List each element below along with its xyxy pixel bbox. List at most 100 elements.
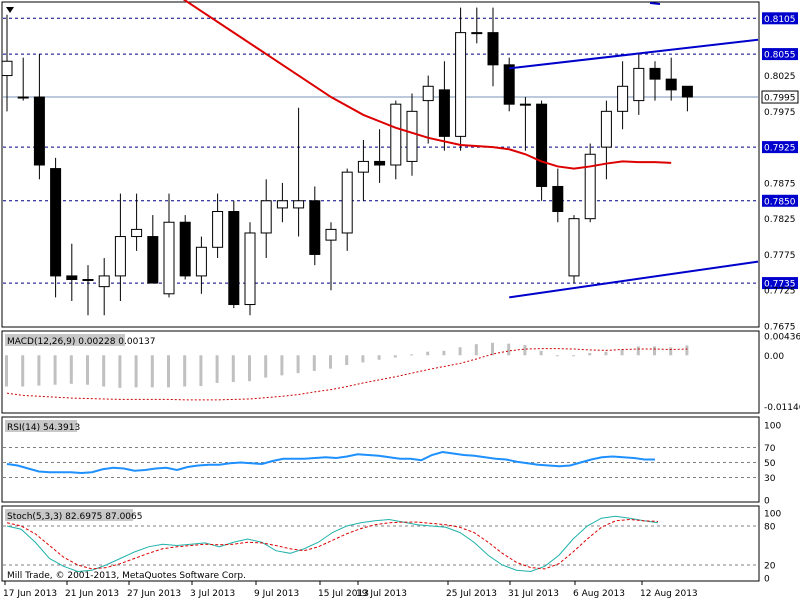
macd-histogram-bar xyxy=(507,343,511,356)
candle-bullish xyxy=(406,110,418,162)
candle-bullish xyxy=(341,171,353,234)
macd-histogram-bar xyxy=(653,346,656,356)
macd-histogram-bar xyxy=(102,355,106,387)
rsi-axis-label: 30 xyxy=(764,474,776,484)
trendline-1 xyxy=(509,260,759,299)
x-axis-label: 21 Jun 2013 xyxy=(65,589,119,599)
candle-bearish xyxy=(552,185,564,213)
macd-histogram-bar xyxy=(604,351,608,356)
price-axis-label: 0.7995 xyxy=(764,94,796,104)
price-axis-label: 0.7975 xyxy=(764,108,796,118)
macd-signal-line xyxy=(6,348,688,401)
macd-histogram-bar xyxy=(361,355,365,363)
candle-bearish xyxy=(33,96,45,166)
candle-bullish xyxy=(422,85,434,102)
macd-histogram-bar xyxy=(21,355,25,387)
candle-bullish xyxy=(471,32,483,35)
price-axis-label: 0.7725 xyxy=(764,287,796,297)
macd-histogram-bar xyxy=(345,355,349,366)
x-axis-label: 25 Jul 2013 xyxy=(446,589,497,599)
x-axis-label: 19 Jul 2013 xyxy=(356,589,407,599)
macd-histogram-bar xyxy=(118,355,122,388)
macd-histogram-bar xyxy=(37,355,41,386)
macd-histogram-bar xyxy=(555,355,559,357)
trendline-fragment xyxy=(649,2,661,5)
rsi-line xyxy=(6,450,655,475)
candle-bearish xyxy=(66,275,78,280)
price-axis-label: 0.8025 xyxy=(764,72,796,82)
x-axis-label: 15 Jul 2013 xyxy=(318,589,369,599)
macd-histogram-bar xyxy=(248,355,251,382)
candle-bearish xyxy=(309,200,321,255)
rsi-axis-label: 50 xyxy=(764,459,776,469)
macd-histogram-bar xyxy=(393,355,397,358)
stoch-label: Stoch(5,3,3) 82.6975 87.0065 xyxy=(5,509,142,522)
macd-histogram-bar xyxy=(588,353,592,356)
macd-histogram-bar xyxy=(620,349,624,356)
macd-histogram-bar xyxy=(231,355,235,383)
macd-histogram-bar xyxy=(410,354,413,356)
candle-bullish xyxy=(325,228,337,241)
macd-histogram-bar xyxy=(5,355,8,387)
moving-average-line xyxy=(182,0,672,170)
rsi-axis-label: 70 xyxy=(764,444,776,454)
candle-bullish xyxy=(17,96,29,99)
candle-bearish xyxy=(374,160,386,166)
macd-histogram-bar xyxy=(183,355,187,387)
candle-bullish xyxy=(568,218,580,277)
macd-histogram-bar xyxy=(458,347,462,356)
macd-histogram-bar xyxy=(134,355,138,388)
rsi-label: RSI(14) 54.3913 xyxy=(5,420,80,433)
candle-bearish xyxy=(147,236,159,284)
stoch-axis-label: 0 xyxy=(764,575,770,585)
copyright-text: Mill Trade, © 2001-2013, MetaQuotes Soft… xyxy=(7,571,246,581)
candle-bullish xyxy=(260,200,272,234)
price-axis-label: 0.7925 xyxy=(764,144,796,154)
macd-histogram-bar xyxy=(264,355,268,378)
candle-bullish xyxy=(114,236,126,277)
price-axis-label: 0.8105 xyxy=(764,15,796,25)
x-axis-label: 27 Jun 2013 xyxy=(127,589,181,599)
macd-histogram-bar xyxy=(377,355,381,360)
macd-histogram-bar xyxy=(474,344,478,356)
stoch-axis-label: 80 xyxy=(764,523,776,533)
macd-histogram-bar xyxy=(523,345,527,356)
rsi-panel xyxy=(1,416,760,503)
candle-bullish xyxy=(357,160,369,173)
candle-bearish xyxy=(536,103,548,187)
candle-bearish xyxy=(50,168,62,277)
candle-bearish xyxy=(487,32,499,66)
price-label-box xyxy=(762,141,798,154)
candle-bearish xyxy=(438,89,450,137)
candle-bearish xyxy=(228,211,240,306)
candle-bullish xyxy=(390,103,402,166)
candle-bearish xyxy=(503,64,515,105)
macd-histogram-bar xyxy=(685,345,689,356)
stoch-axis-label: 100 xyxy=(764,510,781,520)
macd-axis-label: 0.00 xyxy=(764,352,784,362)
price-label-box xyxy=(762,12,798,25)
x-axis-label: 9 Jul 2013 xyxy=(254,589,299,599)
macd-histogram-bar xyxy=(312,355,316,371)
macd-histogram-bar xyxy=(329,355,332,369)
macd-histogram-bar xyxy=(491,342,494,356)
macd-histogram-bar xyxy=(669,347,673,356)
macd-label: MACD(12,26,9) 0.00228 0.00137 xyxy=(5,334,156,347)
x-axis-label: 31 Jul 2013 xyxy=(508,589,559,599)
price-label-box xyxy=(762,48,798,61)
macd-histogram-bar xyxy=(199,355,203,387)
macd-histogram-bar xyxy=(150,355,154,388)
price-axis-label: 0.7825 xyxy=(764,215,796,225)
candle-bullish xyxy=(584,153,596,220)
chart-menu-arrow-icon[interactable] xyxy=(6,7,14,13)
candle-bullish xyxy=(82,278,94,281)
price-axis-label: 0.8055 xyxy=(764,51,796,61)
macd-label-text: MACD(12,26,9) 0.00228 0.00137 xyxy=(7,337,156,347)
price-axis-label: 0.7735 xyxy=(764,280,796,290)
candle-bullish xyxy=(633,67,645,102)
trendline-0 xyxy=(509,38,759,70)
stoch-axis-label: 20 xyxy=(764,562,776,572)
price-label-box xyxy=(762,194,798,207)
candle-bullish xyxy=(455,32,467,137)
